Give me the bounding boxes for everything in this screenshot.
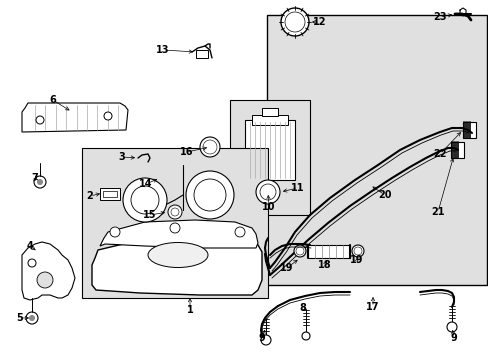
Bar [450,142,463,158]
Text: 2: 2 [86,191,93,201]
Circle shape [302,332,309,340]
Circle shape [37,272,53,288]
Circle shape [34,176,46,188]
Circle shape [351,245,363,257]
Text: 5: 5 [17,313,23,323]
Text: 23: 23 [432,12,446,22]
Circle shape [168,205,182,219]
Polygon shape [22,242,75,300]
Circle shape [26,312,38,324]
Text: 9: 9 [258,333,265,343]
Text: 3: 3 [119,152,125,162]
Circle shape [170,223,180,233]
Circle shape [353,247,361,255]
Circle shape [104,112,112,120]
Circle shape [261,335,270,345]
Bar [462,122,475,138]
Bar [155,170,170,185]
Bar [262,108,278,116]
Text: 22: 22 [432,149,446,159]
Polygon shape [92,238,262,295]
Text: 12: 12 [313,17,326,27]
Polygon shape [22,103,128,132]
Text: 14: 14 [139,179,152,189]
Circle shape [36,116,44,124]
Circle shape [185,171,234,219]
Text: 17: 17 [366,302,379,312]
Circle shape [131,186,159,214]
Circle shape [235,227,244,237]
Text: 7: 7 [32,173,38,183]
Bar [103,191,117,197]
Circle shape [171,208,179,216]
Circle shape [37,179,43,185]
Text: 6: 6 [49,95,56,105]
Circle shape [260,184,275,200]
Circle shape [28,259,36,267]
Bar [196,50,207,58]
Ellipse shape [148,243,207,267]
Bar [307,245,349,258]
Text: 4: 4 [26,241,33,251]
Bar [82,148,267,298]
Circle shape [203,140,217,154]
Circle shape [285,12,305,32]
Bar [251,115,287,125]
Circle shape [123,178,167,222]
Circle shape [194,179,225,211]
Text: 15: 15 [143,210,157,220]
Bar [168,165,200,195]
Text: 19: 19 [280,263,293,273]
Circle shape [256,180,280,204]
Text: 9: 9 [450,333,456,343]
Text: 8: 8 [299,303,306,313]
Text: 16: 16 [180,147,193,157]
Text: 21: 21 [430,207,444,217]
Text: 1: 1 [186,305,193,315]
Text: 19: 19 [349,255,363,265]
Text: 13: 13 [156,45,169,55]
Text: 18: 18 [318,260,331,270]
Circle shape [293,245,305,257]
Bar [229,100,309,215]
Text: 11: 11 [291,183,304,193]
Circle shape [446,322,456,332]
Circle shape [200,137,220,157]
Circle shape [281,8,308,36]
Polygon shape [100,220,258,248]
Bar [244,120,294,180]
Circle shape [110,227,120,237]
Circle shape [295,247,304,255]
Bar [142,158,235,218]
Text: 10: 10 [262,202,275,212]
Text: 20: 20 [378,190,391,200]
Bar [100,188,120,200]
Bar [266,15,486,285]
Circle shape [29,315,35,321]
